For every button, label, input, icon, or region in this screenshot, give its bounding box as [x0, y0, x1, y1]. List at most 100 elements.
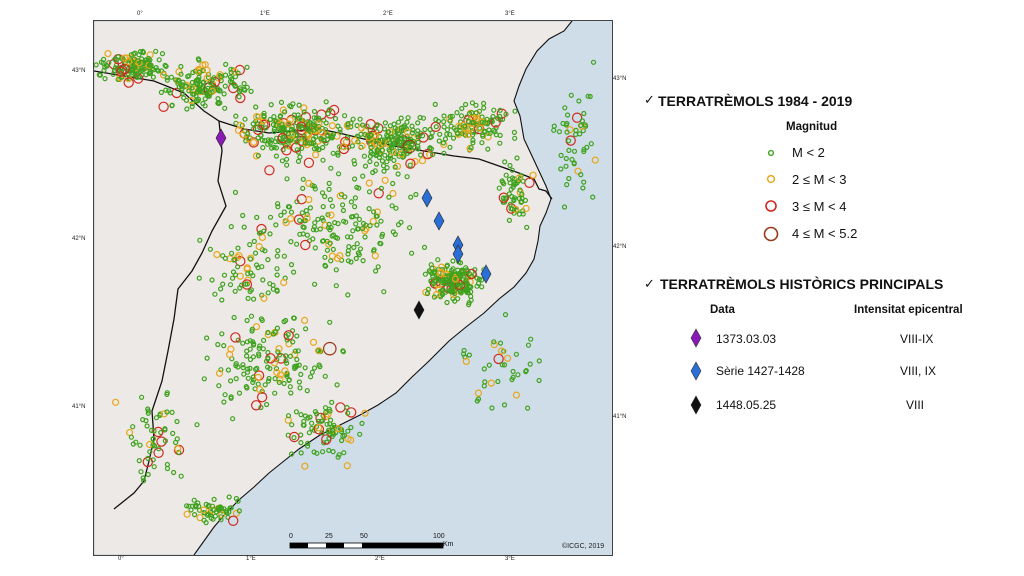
earthquake-marker — [164, 465, 171, 472]
earthquake-marker — [380, 163, 387, 169]
earthquake-marker — [473, 114, 481, 123]
earthquake-marker — [327, 240, 333, 246]
earthquake-marker — [236, 508, 242, 514]
earthquake-marker — [140, 478, 147, 484]
earthquake-marker — [297, 154, 303, 160]
earthquake-marker — [305, 179, 313, 187]
earthquake-marker — [250, 379, 256, 385]
earthquake-marker — [257, 343, 263, 349]
historic-1427-marker — [452, 244, 464, 264]
earthquake-marker — [229, 275, 236, 281]
earthquake-marker — [306, 430, 312, 436]
earthquake-marker — [227, 282, 234, 288]
earthquake-marker — [441, 118, 447, 125]
earthquake-marker — [247, 356, 254, 363]
earthquake-marker — [300, 231, 306, 237]
legend-label-m-2-3: 2 ≤ M < 3 — [792, 172, 847, 187]
earthquake-marker — [206, 502, 212, 508]
earthquake-marker — [359, 420, 365, 426]
earthquake-marker — [354, 241, 360, 247]
earthquake-marker — [235, 70, 241, 76]
earthquake-marker — [461, 347, 467, 354]
earthquake-marker — [242, 116, 248, 122]
earthquake-marker — [299, 125, 305, 131]
earthquake-marker — [174, 418, 180, 425]
earthquake-marker — [466, 271, 473, 277]
earthquake-marker — [129, 69, 136, 75]
earthquake-marker — [415, 128, 421, 134]
earthquake-marker — [283, 353, 289, 359]
earthquake-marker — [451, 275, 460, 283]
earthquake-marker — [301, 109, 307, 115]
earthquake-marker — [274, 253, 280, 259]
earthquake-marker — [291, 269, 297, 275]
earthquake-marker — [196, 74, 202, 81]
earthquake-marker — [233, 376, 239, 382]
earthquake-marker — [197, 237, 203, 243]
earthquake-marker — [466, 352, 472, 358]
earthquake-marker — [145, 55, 152, 61]
earthquake-marker — [296, 362, 302, 368]
earthquake-marker — [244, 369, 251, 375]
earthquake-marker — [138, 469, 144, 475]
earthquake-marker — [304, 211, 310, 217]
earthquake-marker — [491, 339, 497, 345]
earthquake-marker — [215, 100, 221, 106]
earthquake-marker — [112, 398, 120, 406]
tick-left-2: 41°N — [72, 404, 86, 410]
earthquake-marker — [439, 288, 445, 294]
earthquake-marker — [250, 273, 256, 279]
earthquake-marker — [411, 145, 418, 151]
earthquake-marker — [252, 152, 261, 160]
earthquake-marker — [430, 281, 437, 287]
earthquake-marker — [579, 118, 585, 124]
earthquake-marker — [137, 442, 143, 448]
earthquake-marker — [578, 172, 584, 178]
earthquake-marker — [409, 130, 415, 136]
earthquake-marker — [240, 365, 246, 371]
earthquake-marker — [561, 204, 568, 210]
earthquake-marker — [140, 475, 146, 481]
earthquake-marker — [370, 169, 376, 176]
earthquake-marker — [464, 131, 473, 139]
earthquake-marker — [357, 124, 366, 132]
earthquake-marker — [235, 252, 243, 260]
map[interactable]: 0 25 50 100 Km — [93, 20, 613, 556]
earthquake-marker — [156, 446, 162, 452]
earthquake-marker — [133, 72, 140, 78]
earthquake-marker — [299, 210, 305, 216]
earthquake-marker — [312, 151, 320, 159]
earthquake-marker — [345, 120, 351, 127]
earthquake-marker — [151, 464, 157, 470]
earthquake-marker — [502, 159, 508, 165]
earthquake-marker — [515, 372, 521, 378]
earthquake-marker — [236, 121, 244, 130]
earthquake-marker — [476, 108, 483, 114]
earthquake-marker — [407, 162, 413, 168]
earthquake-marker — [371, 247, 377, 253]
earthquake-marker — [129, 66, 136, 73]
earthquake-marker — [524, 224, 530, 230]
earthquake-marker — [427, 126, 433, 133]
earthquake-marker — [311, 224, 317, 230]
earthquake-marker — [151, 428, 157, 434]
earthquake-marker — [279, 158, 285, 164]
earthquake-marker — [286, 377, 292, 383]
earthquake-marker — [143, 72, 149, 78]
earthquake-marker — [387, 155, 394, 161]
earthquake-marker — [245, 295, 251, 301]
earthquake-marker — [220, 253, 226, 259]
earthquake-marker — [252, 323, 261, 331]
earthquake-marker — [272, 139, 279, 145]
earthquake-marker — [329, 203, 335, 209]
earthquake-marker — [335, 454, 341, 460]
earthquake-marker — [290, 142, 302, 153]
earthquake-marker — [528, 336, 534, 342]
earthquake-marker — [398, 115, 404, 121]
earthquake-marker — [217, 505, 223, 511]
earthquake-marker — [340, 202, 346, 208]
earthquake-marker — [116, 74, 124, 82]
map-canvas[interactable] — [94, 21, 612, 555]
earthquake-marker — [469, 100, 475, 106]
earthquake-marker — [341, 432, 348, 439]
